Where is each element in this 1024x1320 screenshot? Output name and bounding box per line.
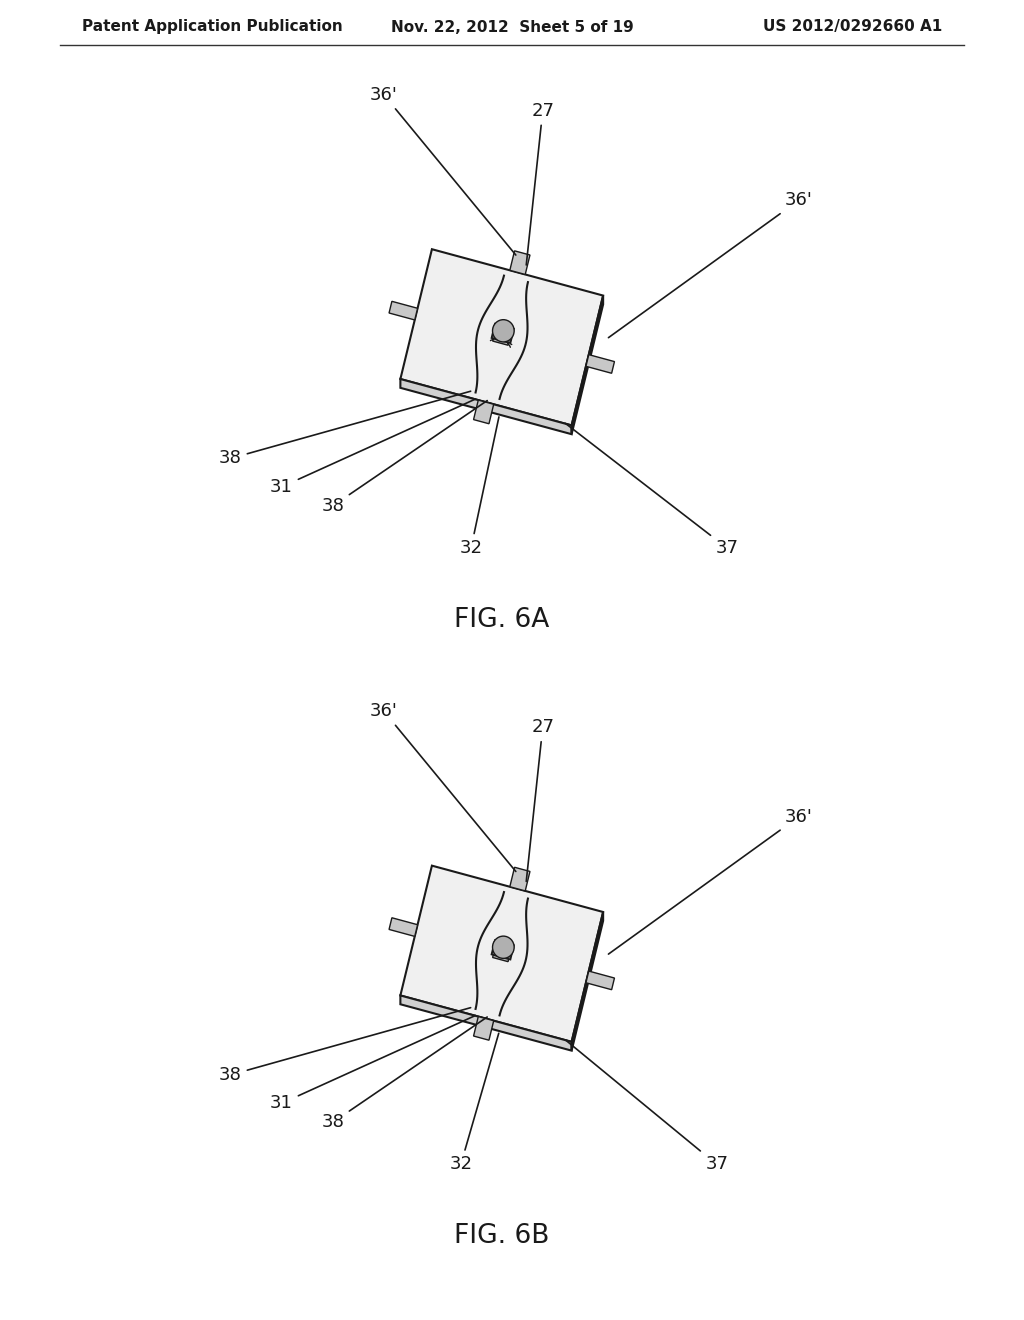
Text: 36': 36' bbox=[608, 808, 813, 954]
Text: 32: 32 bbox=[460, 417, 499, 557]
Text: FIG. 6A: FIG. 6A bbox=[454, 607, 550, 632]
Polygon shape bbox=[510, 867, 530, 891]
Text: 38: 38 bbox=[322, 400, 487, 515]
Text: Patent Application Publication: Patent Application Publication bbox=[82, 20, 343, 34]
Text: 37: 37 bbox=[565, 424, 738, 557]
Polygon shape bbox=[389, 301, 418, 319]
Text: 36': 36' bbox=[608, 191, 813, 338]
Polygon shape bbox=[493, 946, 511, 962]
Text: 32: 32 bbox=[450, 1034, 499, 1173]
Text: 27: 27 bbox=[526, 102, 554, 265]
Text: 38: 38 bbox=[219, 1007, 471, 1084]
Polygon shape bbox=[492, 323, 514, 343]
Polygon shape bbox=[473, 1016, 494, 1040]
Polygon shape bbox=[400, 866, 603, 1041]
Polygon shape bbox=[400, 995, 571, 1051]
Polygon shape bbox=[400, 379, 571, 434]
Polygon shape bbox=[493, 330, 511, 346]
Polygon shape bbox=[389, 917, 418, 936]
Polygon shape bbox=[492, 940, 514, 960]
Text: Nov. 22, 2012  Sheet 5 of 19: Nov. 22, 2012 Sheet 5 of 19 bbox=[390, 20, 634, 34]
Polygon shape bbox=[473, 400, 494, 424]
Text: 36': 36' bbox=[370, 702, 516, 871]
Text: 38: 38 bbox=[322, 1016, 487, 1131]
Polygon shape bbox=[571, 296, 603, 434]
Text: 31: 31 bbox=[270, 399, 475, 496]
Circle shape bbox=[493, 319, 514, 342]
Text: 27: 27 bbox=[526, 718, 554, 882]
Text: 38: 38 bbox=[219, 391, 471, 467]
Polygon shape bbox=[571, 912, 603, 1051]
Polygon shape bbox=[510, 251, 530, 275]
Polygon shape bbox=[586, 355, 614, 374]
Polygon shape bbox=[400, 249, 603, 425]
Text: 37: 37 bbox=[565, 1040, 728, 1173]
Circle shape bbox=[493, 936, 514, 958]
Text: US 2012/0292660 A1: US 2012/0292660 A1 bbox=[763, 20, 942, 34]
Text: 36': 36' bbox=[370, 86, 516, 255]
Text: FIG. 6B: FIG. 6B bbox=[454, 1224, 550, 1249]
Polygon shape bbox=[586, 972, 614, 990]
Text: 31: 31 bbox=[270, 1015, 475, 1113]
